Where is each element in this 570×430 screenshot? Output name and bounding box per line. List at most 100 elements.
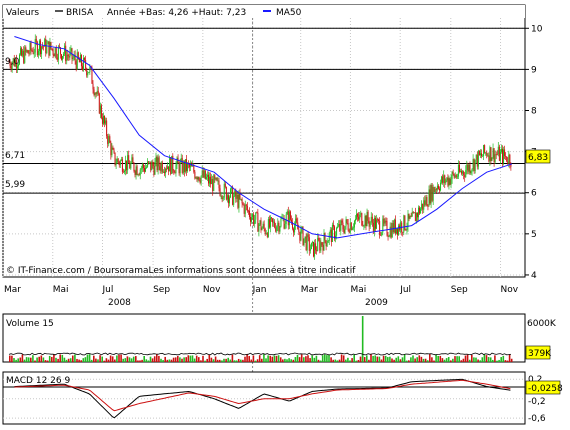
- volume-bar: [290, 359, 292, 362]
- volume-bar: [393, 359, 395, 362]
- candle-body: [204, 170, 206, 180]
- volume-peak-tick: 6000K: [527, 319, 557, 329]
- candle-body: [292, 221, 293, 229]
- candle-body: [231, 187, 233, 189]
- candle-body: [464, 174, 466, 178]
- volume-bar: [23, 359, 26, 362]
- candle-body: [26, 50, 28, 52]
- candle-body: [426, 197, 428, 207]
- candle-body: [486, 152, 488, 156]
- volume-bar: [210, 357, 213, 362]
- candle-body: [157, 157, 159, 171]
- candle-body: [88, 72, 90, 73]
- volume-bar: [336, 360, 339, 362]
- volume-bar: [332, 359, 334, 362]
- candle-body: [77, 52, 79, 59]
- candle-body: [287, 211, 289, 226]
- candle-body: [99, 105, 101, 114]
- candle-body: [325, 240, 327, 247]
- candle-body: [382, 218, 384, 233]
- volume-bar: [454, 356, 456, 362]
- candle-body: [304, 236, 306, 239]
- volume-bar: [435, 354, 437, 362]
- candle-body: [288, 211, 290, 226]
- candle-body: [17, 64, 19, 67]
- candle-body: [433, 187, 435, 192]
- candle-body: [75, 61, 77, 70]
- candle-body: [225, 187, 227, 200]
- volume-bar: [292, 359, 295, 362]
- volume-bar: [462, 358, 465, 362]
- candle-body: [103, 115, 104, 124]
- candle-body: [244, 204, 246, 214]
- volume-bar: [506, 360, 509, 362]
- candle-body: [202, 170, 204, 178]
- volume-bars: [9, 316, 513, 362]
- symbol-swatch: [55, 10, 63, 12]
- volume-bar: [471, 354, 473, 362]
- candle-body: [170, 157, 172, 174]
- candle-body: [257, 212, 259, 232]
- volume-bar: [473, 357, 475, 362]
- volume-bar: [441, 358, 444, 362]
- volume-bar: [65, 359, 68, 362]
- candle-body: [258, 224, 260, 232]
- volume-bar: [326, 355, 328, 362]
- candle-body: [147, 161, 149, 167]
- candle-body: [422, 203, 424, 210]
- volume-bar: [198, 357, 200, 362]
- candle-body: [23, 50, 25, 63]
- volume-bar: [193, 358, 196, 362]
- volume-bar: [93, 355, 95, 362]
- candle-body: [141, 164, 143, 169]
- candle-body: [352, 227, 354, 229]
- volume-bar: [376, 356, 379, 362]
- volume-bar: [412, 355, 414, 362]
- candle-body: [368, 220, 370, 227]
- header-ma-legend: MA50: [276, 8, 302, 18]
- candle-body: [40, 40, 41, 55]
- candle-body: [488, 155, 490, 162]
- candle-body: [456, 176, 458, 178]
- candle-body: [497, 146, 499, 155]
- candle-body: [403, 215, 405, 233]
- candle-body: [285, 214, 287, 224]
- month-label: Jan: [252, 285, 267, 295]
- volume-bar: [378, 356, 381, 362]
- candle-body: [191, 164, 193, 167]
- candle-body: [337, 226, 339, 228]
- candle-body: [388, 236, 390, 238]
- volume-bar: [263, 354, 265, 362]
- volume-bar: [504, 360, 507, 362]
- month-label: Jul: [102, 285, 114, 295]
- candle-body: [27, 50, 29, 54]
- volume-bar: [126, 356, 129, 362]
- volume-bar: [489, 357, 492, 362]
- candle-body: [305, 236, 307, 251]
- volume-bar: [309, 358, 311, 362]
- candle-body: [276, 226, 278, 232]
- candle-body: [358, 216, 360, 220]
- candle-body: [491, 157, 493, 161]
- price-panel: [2, 4, 526, 278]
- volume-bar: [368, 359, 370, 362]
- candle-body: [185, 159, 187, 172]
- candle-body: [197, 176, 199, 180]
- candle-body: [14, 59, 16, 67]
- candle-body: [346, 219, 348, 224]
- volume-bar: [103, 360, 106, 362]
- candle-body: [16, 66, 18, 69]
- candle-body: [507, 161, 509, 164]
- candle-body: [13, 58, 15, 67]
- candle-body: [365, 215, 367, 227]
- candle-body: [310, 242, 312, 250]
- candle-body: [226, 195, 228, 200]
- volume-bar: [181, 358, 183, 362]
- volume-bar: [139, 360, 141, 362]
- volume-bar: [353, 354, 355, 362]
- candle-body: [56, 57, 58, 60]
- candle-body: [505, 155, 507, 157]
- volume-bar: [273, 355, 276, 362]
- candle-body: [294, 225, 296, 233]
- volume-bar: [80, 360, 82, 362]
